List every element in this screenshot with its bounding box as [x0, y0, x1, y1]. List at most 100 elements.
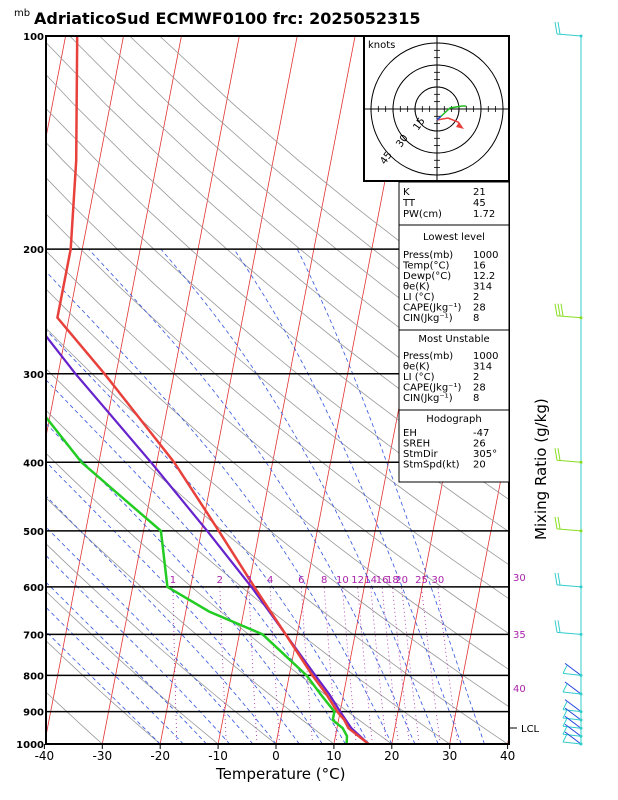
most-unstable-value: 28: [473, 383, 486, 394]
wind-barb-shaft: [556, 528, 582, 532]
wind-barb-dot: [579, 673, 583, 677]
mixing-ratio-line: [172, 586, 178, 744]
chart-title: AdriaticoSud ECMWF0100 frc: 2025052315: [34, 9, 420, 28]
pressure-tick-800: 800: [23, 671, 44, 682]
mixing-ratio-label: 1: [170, 575, 176, 586]
dry-adiabat: [46, 691, 103, 744]
wind-barb-shaft: [562, 725, 582, 729]
wind-barb-shaft: [562, 741, 582, 745]
wind-barb-dot: [579, 632, 583, 636]
temp-tick--20: -20: [150, 749, 170, 763]
lowest-level-label: θe(K): [403, 282, 430, 293]
wind-barb-flag: [562, 725, 568, 735]
indices-panel: K 21 TT 45 PW(cm) 1.72 Lowest level Press(mb)…: [398, 181, 510, 483]
hodograph-unit: knots: [368, 40, 395, 51]
wind-barb-flag: [557, 572, 561, 586]
mixing-ratio-line: [269, 586, 280, 744]
wind-barb-shaft: [564, 731, 582, 745]
dry-adiabat: [46, 213, 509, 600]
lowest-level-value: 16: [473, 261, 486, 272]
thetae-label: 30: [513, 573, 526, 584]
moist-adiabat: [88, 248, 416, 744]
lowest-level-label: Press(mb): [403, 250, 453, 261]
wind-barb-shaft: [562, 733, 582, 737]
lowest-level-label: LI (°C): [403, 292, 435, 303]
isotherm: [46, 36, 182, 738]
wind-barb-dot: [579, 742, 583, 746]
hodograph-trace-blue: [436, 115, 442, 121]
wind-barb-shaft: [564, 681, 582, 695]
moist-adiabat: [46, 422, 323, 744]
lowest-level-value: 28: [473, 303, 486, 314]
wind-barb-dot: [579, 34, 583, 38]
temp-tick-30: 30: [442, 749, 457, 763]
moist-adiabat: [46, 581, 207, 744]
pressure-tick-700: 700: [23, 630, 44, 641]
wind-barb-shaft: [562, 672, 582, 676]
moist-adiabat: [46, 461, 300, 744]
wind-barb-shaft: [564, 707, 582, 721]
pressure-tick-400: 400: [23, 458, 44, 469]
wind-barb-dot: [579, 585, 583, 589]
wind-barb-flag: [562, 701, 568, 710]
wind-barb-shaft: [556, 459, 582, 463]
most-unstable-value: 314: [473, 362, 492, 373]
wind-barb-flag: [554, 572, 558, 586]
most-unstable-label: Press(mb): [403, 351, 453, 362]
pressure-tick-1000: 1000: [16, 740, 44, 751]
lowest-level-value: 12.2: [473, 271, 495, 282]
index-value: 45: [473, 198, 486, 209]
hodograph-param-label: SREH: [403, 439, 430, 450]
dry-adiabat: [46, 409, 450, 744]
wind-barb-flag: [557, 303, 561, 316]
wind-barb-flag: [562, 733, 568, 743]
mixing-ratio-label: 18: [386, 575, 399, 586]
moist-adiabat: [296, 248, 485, 744]
wind-barb-shaft: [564, 715, 582, 729]
thetae-label: 40: [513, 684, 526, 695]
wind-barb-shaft: [562, 709, 582, 713]
wind-barb: [554, 21, 583, 38]
temp-tick-40: 40: [500, 749, 515, 763]
dry-adiabat: [46, 74, 509, 469]
wind-barb: [554, 448, 583, 464]
mixing-ratio-label: 14: [364, 575, 377, 586]
mixing-ratio-axis-label: Mixing Ratio (g/kg): [532, 398, 550, 540]
index-label: K: [403, 187, 410, 198]
wind-barb-dot: [579, 316, 583, 320]
wind-barb-flag: [560, 303, 564, 316]
mixing-ratio-label: 4: [267, 575, 273, 586]
mixing-ratio-label: 2: [217, 575, 223, 586]
index-value: 21: [473, 187, 486, 198]
mixing-ratio-label: 30: [432, 575, 445, 586]
wind-barb: [562, 662, 583, 677]
wind-barb: [562, 699, 583, 714]
pressure-unit: mb: [14, 8, 30, 19]
wind-barb-flag: [562, 665, 568, 674]
isotherm: [449, 435, 509, 744]
wind-barb-dot: [579, 726, 583, 730]
most-unstable-value: 8: [473, 393, 479, 404]
wind-barb: [554, 572, 583, 589]
dewpoint-curve: [46, 415, 349, 744]
wind-barb-flag: [554, 21, 558, 35]
pressure-tick-300: 300: [23, 370, 44, 381]
wind-barb-dot: [579, 718, 583, 722]
temp-tick-10: 10: [326, 749, 341, 763]
dry-adiabat: [46, 41, 509, 438]
isotherm: [159, 36, 298, 744]
wind-barb: [562, 707, 583, 722]
lowest-level-value: 1000: [473, 250, 498, 261]
hodograph-param-value: 26: [473, 439, 486, 450]
mixing-ratio-label: 6: [298, 575, 304, 586]
wind-barb-dot: [579, 529, 583, 533]
temp-tick-20: 20: [384, 749, 399, 763]
wind-barb-dot: [579, 460, 583, 464]
index-label: PW(cm): [403, 209, 442, 220]
hodograph-params-title: Hodograph: [426, 414, 481, 425]
mixing-ratio-label: 8: [321, 575, 327, 586]
wind-barb-flag: [557, 516, 561, 529]
dry-adiabat: [46, 543, 277, 744]
most-unstable-title: Most Unstable: [418, 334, 489, 345]
dry-adiabat: [46, 640, 161, 744]
